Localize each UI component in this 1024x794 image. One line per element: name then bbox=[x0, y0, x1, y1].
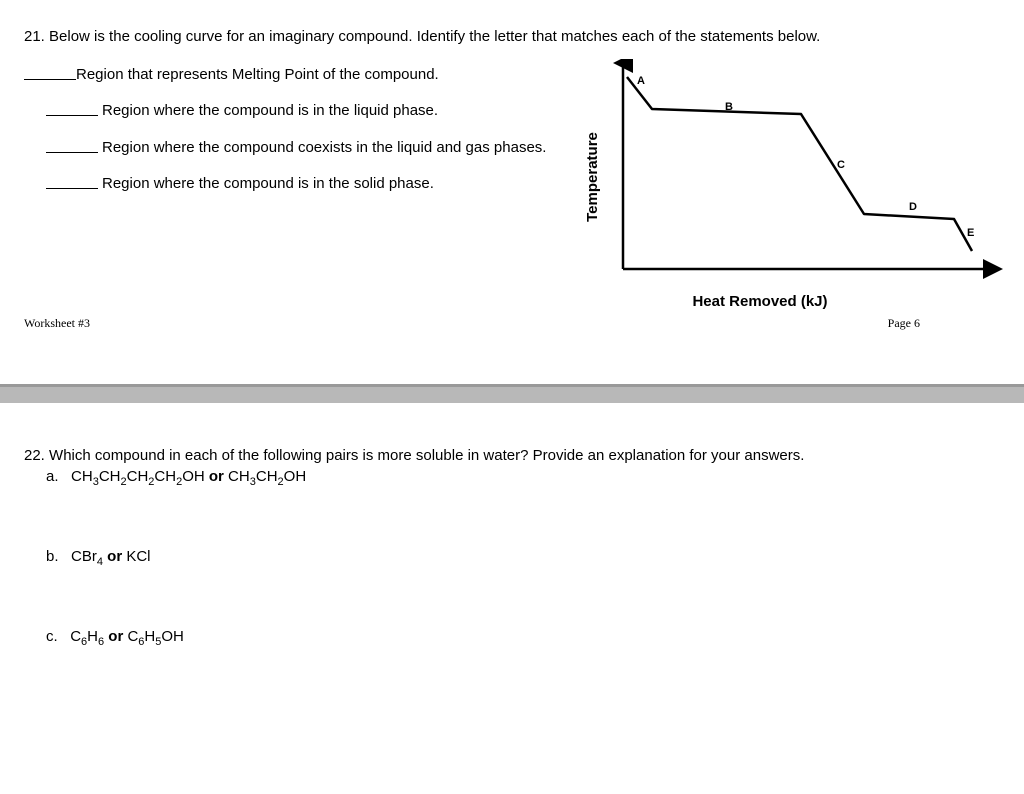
q22-c-compounds: C6H6 or C6H5OH bbox=[70, 628, 184, 645]
region-label-a: A bbox=[637, 75, 645, 87]
q22-part-b: b. CBr4 or KCl bbox=[24, 548, 1000, 568]
answer-blank[interactable] bbox=[46, 101, 98, 116]
x-axis-label: Heat Removed (kJ) bbox=[580, 293, 940, 310]
statement-row: Region where the compound coexists in th… bbox=[24, 138, 579, 158]
graph-svg: Temperature bbox=[579, 59, 1009, 289]
answer-blank[interactable] bbox=[46, 138, 98, 153]
page-number: Page 6 bbox=[580, 316, 940, 331]
q22-part-a: a. CH3CH2CH2CH2OH or CH3CH2OH bbox=[24, 468, 1000, 488]
q22-a-compounds: CH3CH2CH2CH2OH or CH3CH2OH bbox=[71, 468, 306, 485]
cooling-curve-graph: Temperature A B C D E bbox=[579, 59, 1009, 289]
q22-b-compounds: CBr4 or KCl bbox=[71, 548, 150, 565]
statement-row: Region where the compound is in the liqu… bbox=[24, 101, 579, 121]
region-label-b: B bbox=[725, 101, 733, 113]
q21-prompt: 21. Below is the cooling curve for an im… bbox=[24, 28, 1000, 45]
region-label-d: D bbox=[909, 201, 917, 213]
statement-row: Region where the compound is in the soli… bbox=[24, 174, 579, 194]
q22-prompt: 22. Which compound in each of the follow… bbox=[24, 447, 1000, 464]
statement-row: Region that represents Melting Point of … bbox=[24, 65, 579, 85]
y-axis-label: Temperature bbox=[584, 132, 601, 222]
worksheet-label: Worksheet #3 bbox=[24, 316, 90, 331]
region-label-c: C bbox=[837, 159, 845, 171]
region-label-e: E bbox=[967, 227, 974, 239]
answer-blank[interactable] bbox=[46, 174, 98, 189]
page-break bbox=[0, 377, 1024, 403]
q21-number: 21. bbox=[24, 28, 45, 45]
q22-number: 22. bbox=[24, 447, 45, 464]
answer-blank[interactable] bbox=[24, 65, 76, 80]
q21-statements: Region that represents Melting Point of … bbox=[24, 59, 579, 210]
q22-part-c: c. C6H6 or C6H5OH bbox=[24, 628, 1000, 648]
